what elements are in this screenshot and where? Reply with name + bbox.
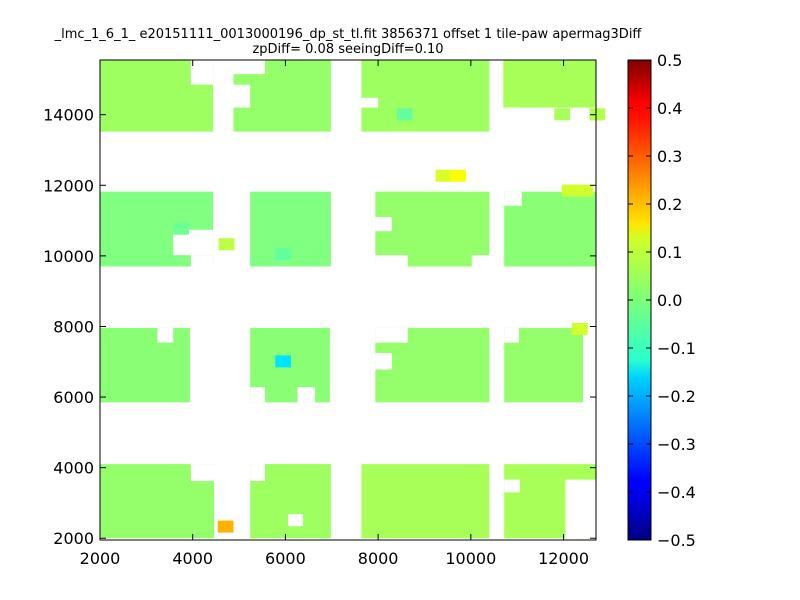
heatmap-cell: [450, 169, 467, 182]
colorbar-tick-label: 0.3: [657, 147, 682, 166]
heatmap-cell: [275, 355, 291, 368]
empty-cell: [565, 479, 596, 539]
empty-cell: [504, 191, 522, 206]
y-tick-label: 4000: [53, 459, 94, 478]
empty-cell: [190, 255, 214, 267]
empty-cell: [471, 255, 490, 267]
tile-block: [375, 191, 490, 267]
plot-frame: [99, 59, 597, 541]
empty-cell: [375, 327, 408, 343]
colorbar-tick-label: −0.3: [657, 435, 696, 454]
empty-cell: [233, 60, 266, 75]
empty-cell: [288, 514, 304, 527]
empty-cell: [504, 327, 520, 343]
colorbar: −0.5 −0.4 −0.3 −0.2 −0.1 0.0 0.1 0.2 0.3 0.4 0.5: [627, 51, 696, 550]
heatmap-plot-area: [99, 59, 606, 541]
tile-block: [361, 464, 490, 539]
heatmap-cell: [561, 184, 578, 197]
y-tick-label: 8000: [53, 317, 94, 336]
empty-cell: [250, 387, 266, 403]
x-tick-label: 2000: [80, 549, 121, 568]
colorbar-tick-label: 0.2: [657, 195, 682, 214]
heatmap-cell: [571, 322, 588, 335]
empty-cell: [190, 464, 215, 482]
heatmap-cell: [577, 184, 594, 197]
tile-block: [361, 60, 490, 132]
empty-cell: [504, 479, 520, 493]
colorbar-tick-label: 0.4: [657, 99, 682, 118]
heatmap-cell: [173, 222, 190, 235]
empty-cell: [233, 84, 251, 108]
y-tick-label: 6000: [53, 388, 94, 407]
chart-title-line1: _lmc_1_6_1_ e20151111_0013000196_dp_st_t…: [54, 27, 643, 42]
y-axis: 2000 4000 6000 8000 10000 12000 14000: [43, 106, 596, 548]
x-tick-label: 6000: [265, 549, 306, 568]
y-tick-label: 12000: [43, 176, 94, 195]
empty-cell: [375, 255, 408, 267]
colorbar-tick-label: −0.5: [657, 531, 696, 550]
empty-cell: [375, 352, 393, 370]
empty-cell: [503, 107, 518, 122]
empty-cell: [375, 217, 393, 232]
empty-cell: [190, 60, 214, 85]
tile-block: [100, 327, 190, 403]
x-tick-label: 4000: [172, 549, 213, 568]
colorbar-tick-label: 0.0: [657, 291, 682, 310]
chart-title-line2: zpDiff= 0.08 seeingDiff=0.10: [252, 42, 443, 57]
empty-cell: [297, 387, 316, 403]
x-axis: 2000 4000 6000 8000 10000 12000: [80, 60, 589, 568]
heatmap-cell: [435, 169, 452, 182]
heatmap-cell: [218, 238, 235, 251]
x-tick-label: 12000: [538, 549, 589, 568]
empty-cell: [250, 464, 266, 482]
heatmap-cell: [589, 108, 606, 121]
x-tick-label: 8000: [358, 549, 399, 568]
colorbar-tick-label: 0.1: [657, 243, 682, 262]
y-tick-label: 10000: [43, 247, 94, 266]
heatmap-cell: [554, 108, 571, 121]
y-tick-label: 2000: [53, 529, 94, 548]
colorbar-tick-label: −0.1: [657, 339, 696, 358]
colorbar-tick-label: −0.2: [657, 387, 696, 406]
colorbar-tick-label: −0.4: [657, 483, 696, 502]
tile-block: [503, 60, 596, 108]
empty-cell: [361, 97, 379, 108]
y-tick-label: 14000: [43, 106, 94, 125]
x-tick-label: 10000: [445, 549, 496, 568]
heatmap-cell: [217, 520, 234, 533]
empty-cell: [157, 327, 174, 343]
colorbar-tick-label: 0.5: [657, 51, 682, 70]
heatmap-cell: [396, 108, 413, 121]
heatmap-cell: [275, 248, 291, 261]
